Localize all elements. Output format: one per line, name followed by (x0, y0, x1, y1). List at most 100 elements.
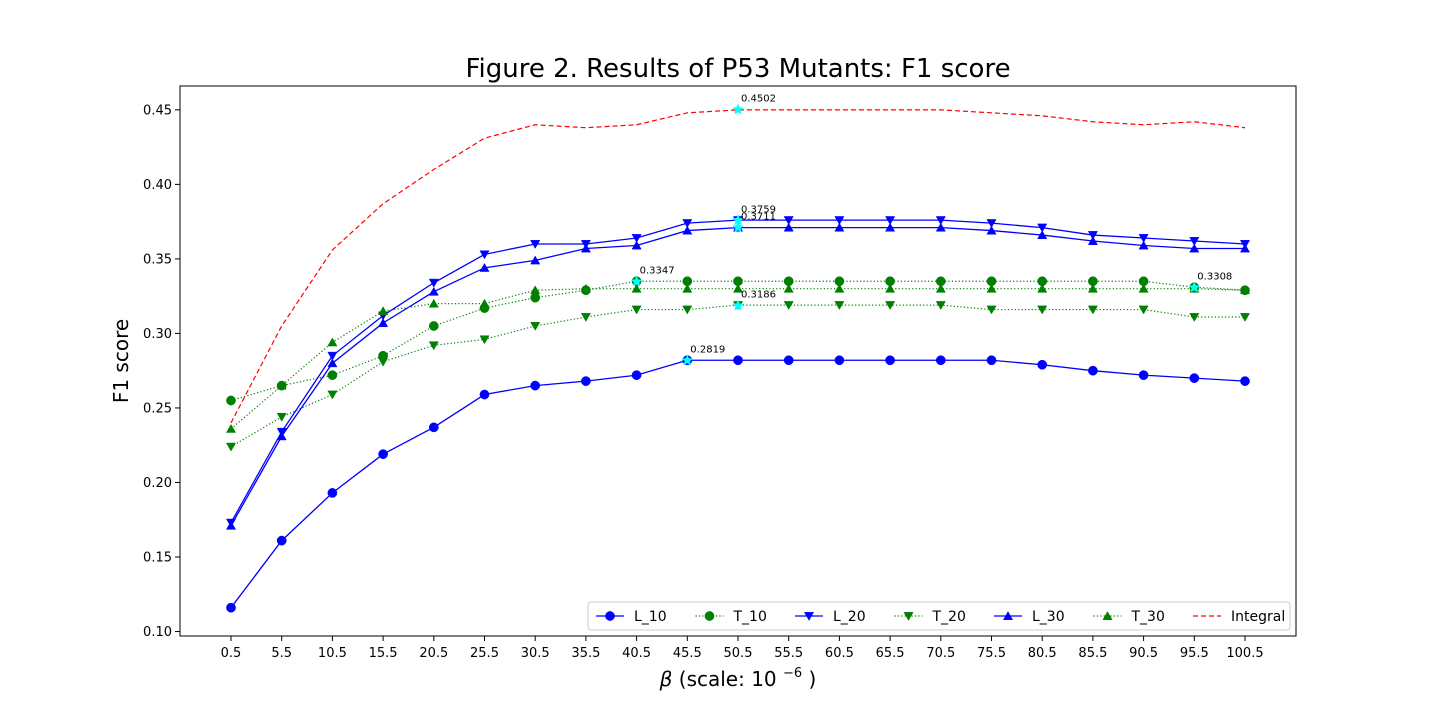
data-point (682, 283, 693, 293)
highlight-marker (630, 275, 643, 287)
series-l-10 (226, 355, 1250, 613)
data-point (631, 234, 642, 243)
data-point (935, 216, 946, 226)
data-point (479, 335, 490, 345)
legend-marker (803, 612, 815, 621)
x-tick-label: 25.5 (470, 646, 499, 661)
data-point (1189, 373, 1200, 383)
legend-item: T_10 (695, 609, 767, 625)
data-point (581, 376, 591, 386)
data-point (1189, 237, 1200, 246)
y-axis-label: F1 score (109, 319, 133, 403)
legend-marker (1102, 611, 1113, 620)
legend-label: T_10 (733, 609, 767, 625)
data-point (580, 283, 591, 293)
data-point (225, 442, 237, 452)
data-point (1239, 243, 1251, 253)
x-tick-label: 80.5 (1028, 646, 1057, 661)
data-point (428, 298, 439, 308)
annotation-label: 0.3711 (741, 211, 776, 222)
legend-marker (704, 611, 715, 621)
x-tick-label: 100.5 (1226, 646, 1263, 661)
data-point (783, 222, 794, 232)
annotation-label: 0.3186 (741, 290, 776, 301)
x-tick-label: 95.5 (1180, 646, 1209, 661)
legend-item: L_10 (596, 609, 667, 625)
y-tick-label: 0.25 (143, 401, 172, 416)
data-point (276, 535, 287, 546)
highlight-marker (732, 299, 744, 311)
data-point (783, 301, 794, 310)
data-point (986, 283, 997, 293)
annotation-label: 0.2819 (690, 344, 725, 355)
data-point (378, 306, 389, 315)
data-point (530, 240, 541, 249)
data-point (834, 301, 845, 310)
data-point (378, 318, 389, 327)
data-point (783, 216, 794, 226)
series-line (230, 226, 1245, 527)
x-axis-label-exponent: −6 (783, 666, 802, 681)
data-point (1189, 243, 1200, 253)
x-tick-label: 0.5 (221, 646, 242, 661)
series-line (230, 304, 1245, 448)
data-point (479, 389, 490, 400)
legend-item: L_30 (994, 609, 1065, 625)
data-point (834, 355, 845, 366)
data-point (1138, 283, 1149, 293)
data-point (225, 520, 237, 530)
data-point (935, 355, 946, 366)
legend-frame (587, 601, 1291, 631)
data-point (428, 286, 439, 296)
data-point (327, 358, 338, 368)
x-axis-label-close: ) (809, 667, 817, 691)
x-tick-label: 75.5 (977, 646, 1006, 661)
data-point (327, 370, 338, 381)
series-l-30 (225, 222, 1251, 530)
data-point (783, 355, 794, 366)
y-tick-label: 0.20 (143, 476, 172, 491)
x-axis-label-text: (scale: 10 (679, 667, 777, 691)
data-point (631, 370, 642, 381)
legend-marker (1002, 611, 1014, 620)
annotation: 0.3711 (732, 211, 776, 233)
data-point (428, 422, 439, 433)
data-point (428, 341, 439, 351)
x-tick-label: 30.5 (521, 646, 550, 661)
y-tick-label: 0.30 (143, 327, 172, 342)
data-point (327, 337, 338, 347)
x-tick-label: 20.5 (419, 646, 448, 661)
x-tick-label: 40.5 (622, 646, 651, 661)
y-tick-label: 0.40 (143, 178, 172, 193)
annotation: 0.3308 (1188, 272, 1232, 293)
x-tick-label: 15.5 (369, 646, 398, 661)
data-point (1138, 240, 1149, 250)
data-point (1087, 283, 1098, 293)
series-line (230, 109, 1246, 424)
y-tick-label: 0.10 (143, 625, 172, 640)
data-point (428, 278, 439, 288)
annotation-label: 0.4502 (741, 94, 776, 105)
data-point (327, 488, 338, 498)
data-point (986, 305, 997, 315)
data-point (327, 351, 338, 361)
data-point (885, 216, 896, 226)
legend-label: T_30 (1131, 609, 1165, 625)
data-point (935, 301, 946, 310)
annotation-label: 0.3308 (1197, 272, 1232, 283)
x-tick-label: 45.5 (673, 646, 702, 661)
data-point (580, 243, 591, 253)
annotation-label: 0.3759 (741, 204, 776, 215)
data-point (226, 602, 236, 613)
data-point (479, 298, 490, 308)
data-point (1087, 305, 1098, 315)
legend: L_10 T_10 L_20 T_20 L_30 T_30 Integral (587, 601, 1291, 631)
legend-label: L_20 (833, 609, 866, 625)
highlight-marker (732, 103, 744, 115)
data-point (631, 283, 642, 293)
x-tick-label: 85.5 (1078, 646, 1107, 661)
legend-item: Integral (1193, 609, 1285, 625)
data-point (631, 305, 642, 315)
data-point (276, 380, 287, 390)
